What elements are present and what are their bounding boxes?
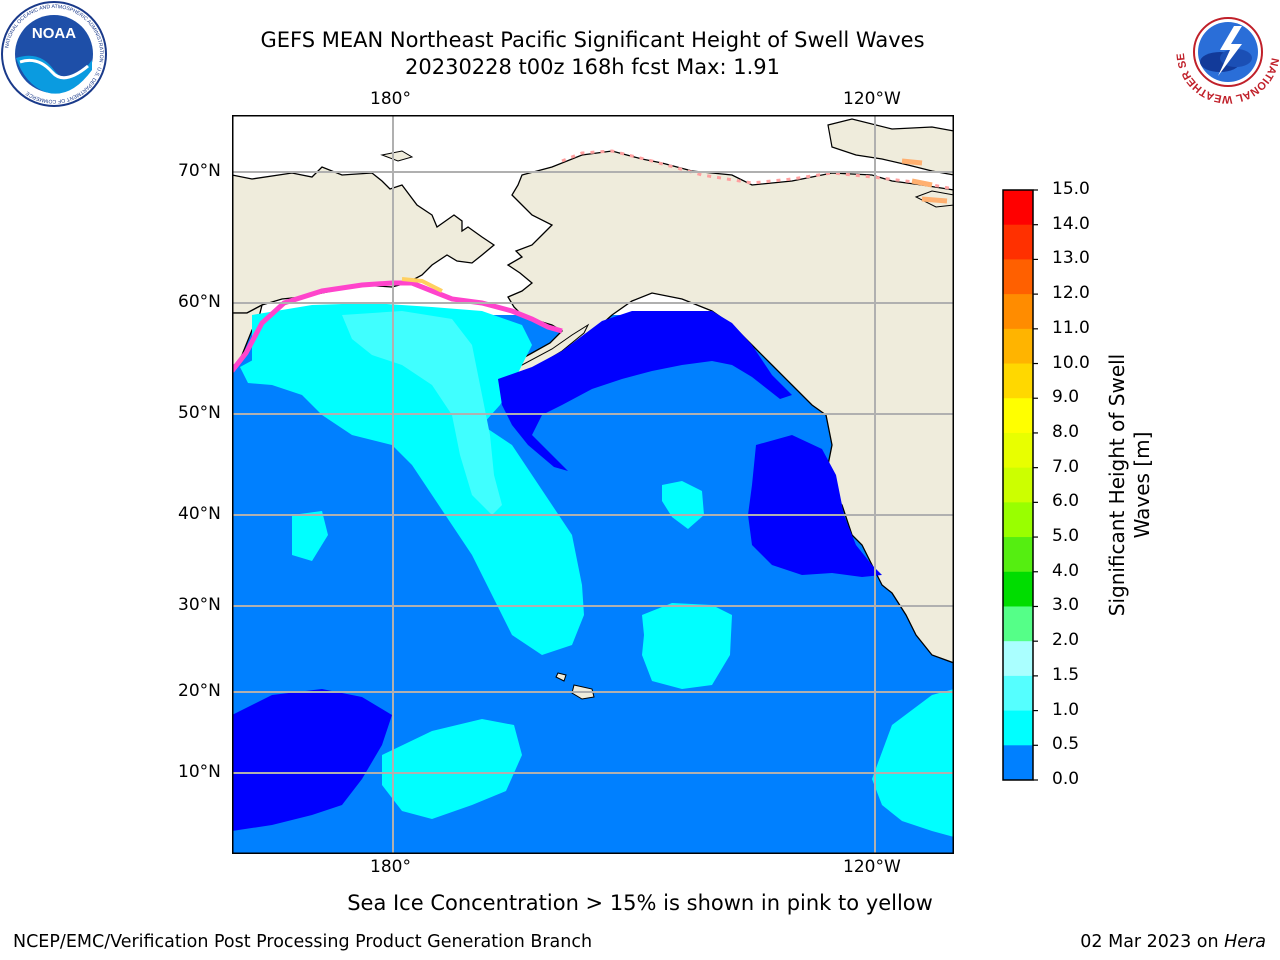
lon-label-bottom-120w: 120°W bbox=[843, 857, 901, 877]
colorbar-tick-label: 8.0 bbox=[1052, 421, 1080, 442]
swell-low-west-tropics bbox=[232, 689, 392, 831]
colorbar-tick-label: 13.0 bbox=[1052, 248, 1090, 269]
lon-label-top-120w: 120°W bbox=[843, 89, 901, 109]
colorbar-segment bbox=[1003, 537, 1033, 573]
colorbar-segment bbox=[1003, 675, 1033, 712]
colorbar-tick-label: 7.0 bbox=[1052, 456, 1080, 477]
colorbar-tick-label: 4.0 bbox=[1052, 560, 1080, 581]
colorbar bbox=[1002, 189, 1038, 781]
colorbar-segment bbox=[1003, 502, 1033, 538]
run-date-text: 02 Mar 2023 on bbox=[1080, 932, 1225, 952]
graticule bbox=[232, 115, 954, 854]
lat-label-70n: 70°N bbox=[178, 161, 221, 181]
colorbar-tick-label: 0.5 bbox=[1052, 734, 1080, 755]
nws-logo: NATIONAL WEATHER SERVICE bbox=[1176, 0, 1280, 104]
colorbar-tick-label: 14.0 bbox=[1052, 213, 1090, 234]
lat-label-10n: 10°N bbox=[178, 762, 221, 782]
colorbar-tick-label: 5.0 bbox=[1052, 526, 1080, 547]
lon-label-bottom-180: 180° bbox=[370, 857, 411, 877]
colorbar-segment bbox=[1003, 745, 1033, 781]
swell-low-california bbox=[748, 435, 882, 577]
colorbar-segment bbox=[1003, 190, 1033, 226]
colorbar-segment bbox=[1003, 294, 1033, 330]
colorbar-segment bbox=[1003, 398, 1033, 434]
swell-low-gulf-alaska bbox=[498, 311, 792, 471]
colorbar-segment bbox=[1003, 606, 1033, 642]
colorbar-tick-label: 3.0 bbox=[1052, 595, 1080, 616]
colorbar-frame bbox=[1002, 189, 1034, 781]
noaa-logo: NOAA NATIONAL OCEANIC AND ATMOSPHERIC AD… bbox=[1, 1, 107, 107]
host-name: Hera bbox=[1224, 932, 1266, 952]
lat-label-30n: 30°N bbox=[178, 595, 221, 615]
colorbar-tick-label: 1.0 bbox=[1052, 699, 1080, 720]
colorbar-segment bbox=[1003, 467, 1033, 503]
sea-ice-note-text: Sea Ice Concentration > 15% is shown in … bbox=[347, 891, 933, 915]
colorbar-segment bbox=[1003, 571, 1033, 607]
sea-ice-fringe bbox=[232, 280, 563, 373]
colorbar-tick-label: 2.0 bbox=[1052, 630, 1080, 651]
colorbar-segment bbox=[1003, 710, 1033, 746]
swell-height-map bbox=[232, 115, 954, 854]
colorbar-label-line1: Significant Height of Swell bbox=[1105, 353, 1129, 617]
colorbar-tick-label: 10.0 bbox=[1052, 352, 1090, 373]
colorbar-tick-label: 9.0 bbox=[1052, 387, 1080, 408]
map-frame bbox=[232, 115, 954, 854]
colorbar-tick-label: 6.0 bbox=[1052, 491, 1080, 512]
noaa-logo-text: NOAA bbox=[32, 25, 76, 42]
lon-label-top-180: 180° bbox=[370, 89, 411, 109]
colorbar-segment bbox=[1003, 363, 1033, 399]
map-subtitle: 20230228 t00z 168h fcst Max: 1.91 bbox=[405, 55, 780, 79]
colorbar-segment bbox=[1003, 432, 1033, 469]
colorbar-segment bbox=[1003, 224, 1033, 260]
credit-text: NCEP/EMC/Verification Post Processing Pr… bbox=[13, 932, 593, 952]
sea-ice-note: Sea Ice Concentration > 15% is shown in … bbox=[0, 891, 1280, 915]
colorbar-tick-label: 11.0 bbox=[1052, 317, 1090, 338]
colorbar-tick-label: 15.0 bbox=[1052, 179, 1090, 199]
run-date: 02 Mar 2023 on Hera bbox=[1080, 932, 1266, 952]
map-title: GEFS MEAN Northeast Pacific Significant … bbox=[260, 28, 925, 52]
colorbar-tick-label: 12.0 bbox=[1052, 283, 1090, 304]
lat-label-60n: 60°N bbox=[178, 292, 221, 312]
lat-label-20n: 20°N bbox=[178, 681, 221, 701]
colorbar-label-line2: Waves [m] bbox=[1130, 431, 1154, 539]
swell-core bbox=[342, 311, 502, 515]
lat-label-50n: 50°N bbox=[178, 403, 221, 423]
colorbar-tick-label: 0.0 bbox=[1052, 769, 1080, 789]
colorbar-tick-label: 1.5 bbox=[1052, 664, 1080, 685]
colorbar-segment bbox=[1003, 259, 1033, 295]
colorbar-segment bbox=[1003, 328, 1033, 365]
colorbar-segment bbox=[1003, 641, 1033, 677]
lat-label-40n: 40°N bbox=[178, 504, 221, 524]
